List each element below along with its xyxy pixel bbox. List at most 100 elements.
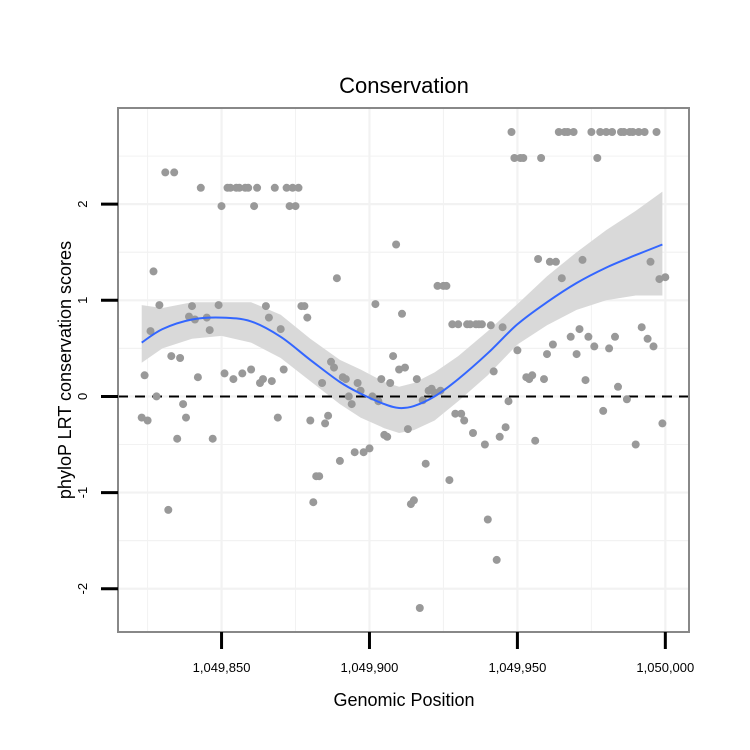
data-point: [489, 367, 498, 376]
smooth-line: [141, 243, 663, 410]
data-point: [188, 302, 196, 311]
x-tick-label: 1,049,900: [341, 660, 399, 675]
chart-title: Conservation: [339, 73, 469, 98]
data-point: [176, 354, 185, 362]
data-point: [495, 432, 504, 441]
data-point: [152, 392, 161, 401]
data-point: [433, 281, 442, 290]
data-point: [261, 302, 270, 311]
data-point: [335, 456, 344, 465]
panel-border: [117, 107, 690, 633]
data-point: [288, 183, 297, 192]
data-point: [250, 202, 259, 211]
data-point: [569, 128, 578, 136]
data-point: [599, 406, 608, 415]
data-point: [483, 515, 492, 524]
confidence-band: [141, 191, 663, 433]
data-point: [409, 496, 418, 505]
data-point: [537, 154, 546, 162]
data-point: [267, 377, 276, 386]
data-point: [389, 352, 398, 361]
data-point: [226, 183, 235, 192]
data-point: [602, 128, 611, 136]
data-point: [658, 419, 667, 428]
data-point: [513, 346, 522, 355]
data-point: [247, 365, 256, 374]
y-axis-ticks: -2 -1 0 1 2: [75, 200, 118, 594]
data-point: [622, 395, 631, 404]
data-point: [575, 325, 584, 334]
data-point: [350, 448, 359, 457]
data-point: [557, 274, 566, 283]
data-point: [584, 332, 593, 341]
data-point: [273, 413, 282, 422]
y-tick-label: 1: [75, 297, 90, 304]
data-point: [182, 413, 190, 422]
data-point: [534, 255, 543, 263]
data-point: [185, 312, 193, 321]
data-point: [492, 555, 501, 564]
data-point: [486, 321, 495, 330]
data-point: [661, 273, 670, 282]
data-point: [634, 128, 643, 136]
y-tick-label: -1: [75, 487, 90, 499]
data-point: [501, 423, 510, 432]
data-point: [300, 302, 309, 311]
data-point: [510, 154, 519, 162]
data-point: [143, 416, 152, 425]
data-point: [303, 313, 312, 322]
data-point: [643, 334, 652, 343]
data-point: [259, 375, 267, 384]
data-point: [649, 342, 658, 351]
data-point: [244, 183, 253, 192]
x-tick-label: 1,049,950: [488, 660, 546, 675]
panel-border-group: [117, 107, 690, 633]
data-point: [646, 257, 655, 266]
data-point: [448, 320, 457, 329]
x-tick-label: 1,049,850: [193, 660, 251, 675]
x-axis-ticks: 1,049,850 1,049,900 1,049,950 1,050,000: [193, 632, 694, 675]
data-point: [631, 440, 640, 449]
data-point: [415, 604, 424, 612]
data-point: [392, 240, 401, 249]
data-point: [318, 379, 327, 387]
data-point: [324, 411, 333, 420]
data-point: [652, 128, 661, 136]
data-point: [477, 320, 486, 329]
data-point: [365, 444, 374, 453]
data-point: [279, 365, 288, 374]
data-point: [253, 183, 262, 192]
y-axis-label: phyloP LRT conservation scores: [55, 241, 75, 499]
data-point: [306, 416, 315, 425]
data-point: [454, 320, 463, 329]
data-point: [572, 350, 581, 359]
data-point: [321, 419, 330, 428]
data-point: [504, 397, 513, 406]
data-point: [614, 382, 622, 391]
data-point: [563, 128, 572, 136]
data-point: [480, 440, 489, 449]
data-point: [140, 371, 149, 380]
data-point: [457, 409, 466, 418]
data-point: [587, 128, 596, 136]
data-point: [531, 436, 540, 445]
data-point: [398, 309, 406, 318]
data-point: [608, 128, 617, 136]
y-tick-label: 2: [75, 200, 90, 207]
data-point: [507, 128, 516, 136]
data-point: [436, 386, 445, 395]
confidence-band-group: [141, 191, 663, 433]
data-point: [528, 371, 537, 380]
data-point: [332, 274, 341, 283]
data-point: [611, 332, 619, 341]
data-point: [309, 498, 318, 507]
data-point: [217, 202, 226, 211]
x-axis-label: Genomic Position: [333, 690, 474, 710]
data-point: [445, 476, 454, 485]
data-point: [469, 429, 477, 437]
data-point: [353, 379, 362, 387]
data-point: [605, 344, 614, 353]
data-point: [146, 327, 155, 336]
data-point: [179, 400, 188, 409]
